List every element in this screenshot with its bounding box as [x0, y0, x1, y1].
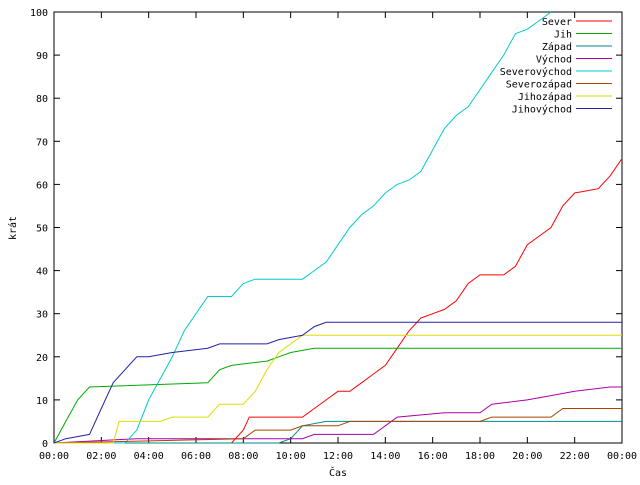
y-tick-label: 10: [36, 396, 48, 407]
x-tick-label: 02:00: [86, 451, 116, 462]
y-tick-label: 90: [36, 51, 48, 62]
series-line-Východ: [53, 386, 622, 444]
y-tick-label: 70: [36, 137, 48, 148]
y-tick-label: 50: [36, 224, 48, 235]
legend: Sever JihZápadVýchodSeverovýchodSeverozáp…: [500, 17, 612, 116]
x-tick-label: 08:00: [228, 451, 258, 462]
x-tick-label: 06:00: [181, 451, 211, 462]
legend-label: Západ: [542, 41, 572, 53]
x-tick-label: 04:00: [134, 451, 164, 462]
y-axis: 0 10 20 30 40 50 60 70 80 90 100: [30, 8, 622, 450]
legend-label: Jihovýchod: [512, 104, 572, 116]
legend-label: Jihozápad: [518, 91, 572, 103]
legend-label: Východ: [536, 54, 572, 66]
x-axis-label: Čas: [329, 466, 347, 479]
series-line-Severovýchod: [54, 11, 552, 444]
y-tick-label: 80: [36, 94, 48, 105]
series-line-Severozápad: [53, 408, 622, 444]
x-tick-label: 14:00: [370, 451, 400, 462]
x-tick-label: 12:00: [323, 451, 353, 462]
x-tick-label: 20:00: [512, 451, 542, 462]
x-tick-label: 00:00: [39, 451, 69, 462]
series-layer: [53, 11, 623, 444]
y-tick-label: 60: [36, 180, 48, 191]
x-tick-label: 18:00: [465, 451, 495, 462]
series-line-Jih: [53, 347, 622, 444]
x-tick-label: 22:00: [560, 451, 590, 462]
series-line-Jihozápad: [54, 334, 622, 444]
legend-label: Severovýchod: [500, 66, 572, 78]
y-tick-label: 20: [36, 353, 48, 364]
x-tick-label: 00:00: [607, 451, 637, 462]
legend-label: Jih: [554, 30, 572, 41]
y-tick-label: 0: [42, 439, 48, 450]
x-tick-label: 16:00: [418, 451, 448, 462]
y-axis-label: krát: [7, 216, 19, 240]
series-line-Sever: [54, 158, 623, 444]
legend-label: Sever: [542, 17, 572, 28]
x-axis: 00:00 02:00 04:00 06:00 08:00 10:00 12:00 14:00…: [39, 12, 637, 462]
y-tick-label: 40: [36, 267, 48, 278]
y-tick-label: 100: [30, 8, 48, 19]
series-line-Jihovýchod: [53, 321, 622, 444]
x-tick-label: 10:00: [276, 451, 306, 462]
y-tick-label: 30: [36, 310, 48, 321]
legend-label: Severozápad: [506, 79, 572, 91]
